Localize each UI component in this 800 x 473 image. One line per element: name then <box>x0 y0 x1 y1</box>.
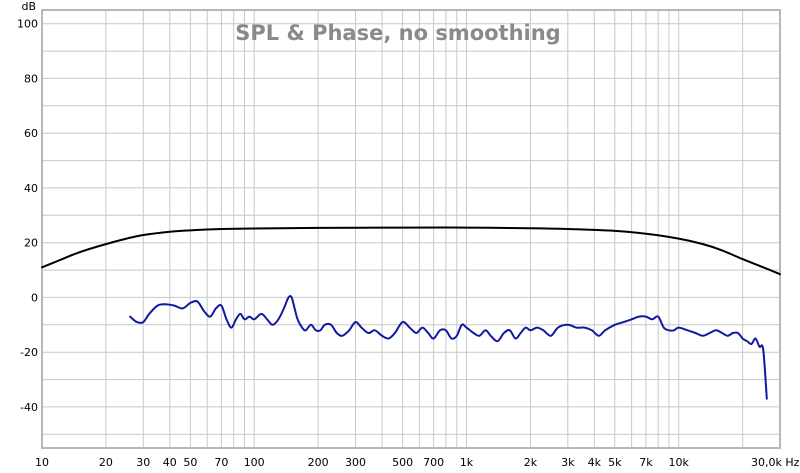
x-tick-label: 5k <box>608 456 622 469</box>
y-tick-label: -40 <box>20 401 38 414</box>
y-tick-label: 40 <box>24 182 38 195</box>
x-tick-label: 1k <box>460 456 474 469</box>
x-tick-label: 20 <box>99 456 113 469</box>
vertical-grid-lines <box>105 10 744 448</box>
phase-series-line <box>129 295 768 400</box>
x-tick-label: 50 <box>183 456 197 469</box>
x-tick-label: 7k <box>639 456 653 469</box>
series-layer <box>41 226 781 400</box>
x-tick-label: 10k <box>669 456 690 469</box>
y-axis-tick-labels: 100 80 60 40 20 0 -20 -40 <box>17 18 38 414</box>
y-tick-label: 0 <box>31 291 38 304</box>
y-tick-label: 20 <box>24 237 38 250</box>
x-tick-label: 40 <box>163 456 177 469</box>
chart-title: SPL & Phase, no smoothing <box>235 21 560 45</box>
x-tick-label: 2k <box>524 456 538 469</box>
y-tick-label: -20 <box>20 346 38 359</box>
x-tick-label: 30 <box>136 456 150 469</box>
x-tick-label: 4k <box>588 456 602 469</box>
y-axis-unit-label: dB <box>21 0 36 13</box>
x-tick-label: 3k <box>561 456 575 469</box>
x-tick-label: 10 <box>35 456 49 469</box>
x-tick-label: 500 <box>392 456 413 469</box>
y-tick-label: 80 <box>24 72 38 85</box>
spl-series-line <box>41 226 781 276</box>
horizontal-grid-lines <box>42 23 780 435</box>
x-tick-label: 700 <box>423 456 444 469</box>
plot-frame <box>41 9 781 449</box>
y-tick-label: 100 <box>17 18 38 31</box>
y-tick-label: 60 <box>24 127 38 140</box>
x-axis-tick-labels: 10 20 30 40 50 70 100 200 300 500 700 1k 2k 3k 4k 5k 7k 1… <box>35 456 800 469</box>
x-tick-label: 100 <box>244 456 265 469</box>
x-tick-label: 300 <box>345 456 366 469</box>
x-tick-label: 70 <box>214 456 228 469</box>
x-tick-label: 200 <box>308 456 329 469</box>
x-tick-label: 30,0k Hz <box>751 456 800 469</box>
